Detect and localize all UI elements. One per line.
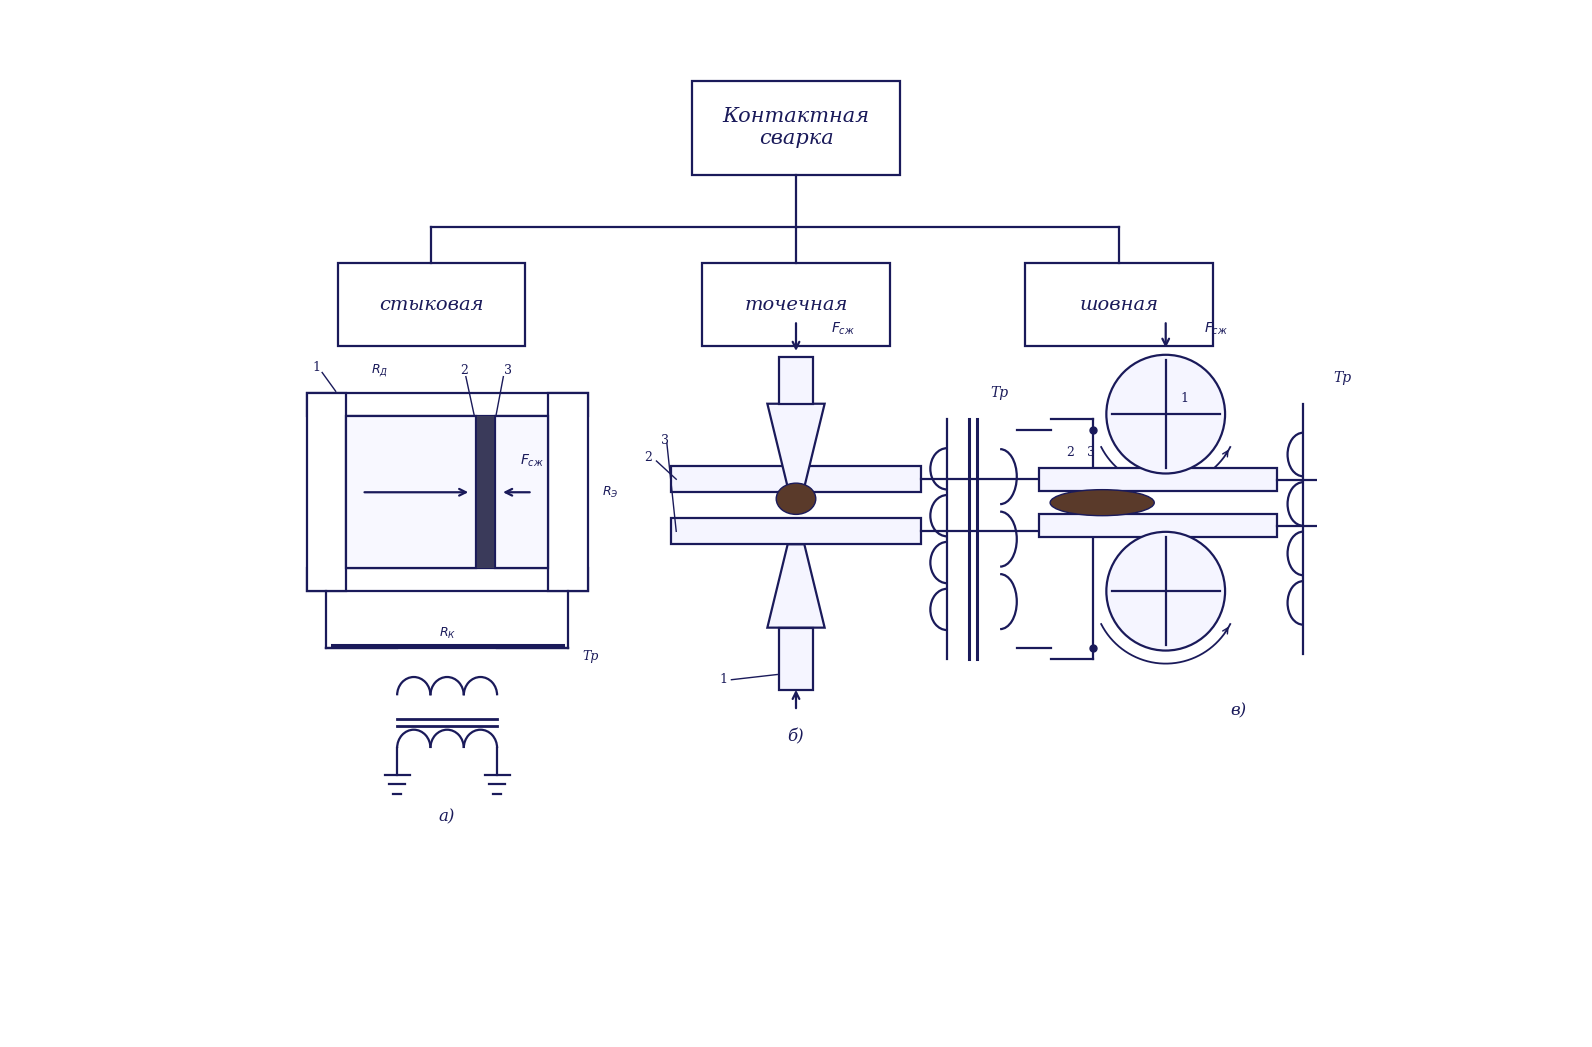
- Circle shape: [1106, 532, 1226, 650]
- Bar: [1025, 263, 1213, 347]
- Text: 3: 3: [503, 364, 511, 377]
- Text: $F_{сж}$: $F_{сж}$: [831, 320, 855, 337]
- Text: Тр: Тр: [1333, 371, 1352, 384]
- Text: 3: 3: [661, 433, 669, 447]
- Text: 3: 3: [1087, 446, 1095, 460]
- Text: 2: 2: [1067, 446, 1075, 460]
- Text: 1: 1: [1180, 392, 1189, 405]
- Bar: [307, 569, 587, 592]
- Bar: [476, 417, 495, 569]
- Text: стыковая: стыковая: [379, 296, 484, 314]
- Text: Тр: Тр: [990, 386, 1008, 400]
- Bar: [307, 394, 345, 592]
- Text: 1: 1: [314, 361, 322, 374]
- Bar: [1038, 514, 1277, 537]
- Bar: [780, 357, 812, 404]
- Ellipse shape: [1051, 490, 1154, 516]
- Circle shape: [1106, 355, 1226, 473]
- Text: 1: 1: [720, 673, 728, 686]
- Bar: [338, 263, 525, 347]
- Text: 2: 2: [460, 364, 468, 377]
- Text: $R_Э$: $R_Э$: [602, 485, 619, 499]
- Text: 2: 2: [645, 451, 653, 465]
- Text: Контактная
сварка: Контактная сварка: [723, 107, 869, 149]
- Text: Тр: Тр: [583, 650, 599, 664]
- Polygon shape: [767, 544, 825, 627]
- Text: а): а): [439, 808, 455, 825]
- Text: точечная: точечная: [745, 296, 847, 314]
- Bar: [693, 81, 899, 175]
- Bar: [1038, 468, 1277, 491]
- Polygon shape: [767, 404, 825, 487]
- Bar: [670, 518, 922, 544]
- Text: $R_Д$: $R_Д$: [371, 362, 388, 378]
- Text: шовная: шовная: [1079, 296, 1159, 314]
- Bar: [548, 394, 587, 592]
- Bar: [702, 263, 890, 347]
- Bar: [495, 417, 548, 569]
- Ellipse shape: [777, 483, 815, 514]
- Bar: [345, 417, 476, 569]
- Text: $F_{сж}$: $F_{сж}$: [521, 452, 544, 469]
- Text: $F_{сж}$: $F_{сж}$: [1204, 320, 1227, 337]
- Bar: [307, 394, 587, 417]
- Text: $R_К$: $R_К$: [438, 626, 455, 642]
- Text: б): б): [788, 729, 804, 745]
- Bar: [780, 627, 812, 690]
- Text: в): в): [1231, 703, 1247, 719]
- Bar: [670, 466, 922, 492]
